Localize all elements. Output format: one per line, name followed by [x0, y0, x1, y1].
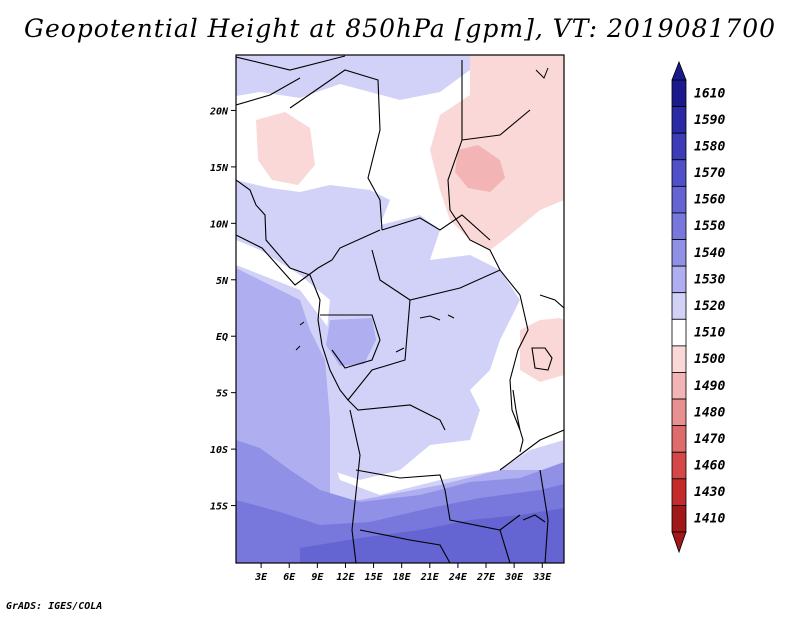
contour-1500-east	[520, 318, 564, 382]
colorbar-label: 1470	[694, 432, 725, 447]
country-borders	[236, 55, 564, 563]
colorbar-label: 1570	[694, 166, 725, 181]
y-axis: 20N 15N 10N 5N EQ 5S 10S 15S	[209, 106, 236, 513]
colorbar-swatch	[671, 318, 687, 347]
colorbar-swatch	[671, 505, 687, 533]
colorbar: 1610 1590 1580 1570 1560 1550 1540 1530 1520 1510…	[671, 60, 725, 554]
x-tick-label: 12E	[336, 572, 355, 583]
y-tick-label: 5N	[216, 276, 229, 287]
contour-1560	[300, 508, 564, 563]
y-tick-label: 15S	[210, 502, 228, 513]
map-title: Geopotential Height at 850hPa [gpm], VT:…	[23, 14, 777, 43]
contour-1500-ne	[430, 55, 564, 250]
y-tick-label: 10N	[210, 219, 229, 230]
colorbar-label: 1500	[694, 352, 725, 367]
colorbar-swatch	[671, 212, 687, 240]
footer-credit: GrADS: IGES/COLA	[6, 601, 103, 612]
y-tick-label: 15N	[210, 163, 229, 174]
contour-1500-nw	[256, 112, 315, 185]
colorbar-label: 1550	[694, 219, 725, 234]
x-tick-label: 21E	[420, 572, 440, 583]
colorbar-label: 1410	[694, 512, 725, 527]
colorbar-swatch	[671, 345, 687, 373]
y-tick-label: 5S	[216, 389, 228, 400]
colorbar-swatch	[671, 478, 687, 506]
colorbar-label: 1580	[694, 139, 725, 154]
y-tick-label: 20N	[209, 106, 229, 117]
x-tick-label: 18E	[393, 572, 412, 583]
x-tick-label: 27E	[476, 572, 496, 583]
y-tick-label: 10S	[210, 445, 228, 456]
x-tick-label: 24E	[448, 572, 468, 583]
x-tick-label: 3E	[254, 572, 268, 583]
x-tick-label: 6E	[283, 572, 296, 583]
contour-1530-gabon	[326, 318, 376, 366]
contour-1490	[455, 145, 505, 192]
x-tick-label: 33E	[532, 572, 552, 583]
x-tick-label: 30E	[504, 572, 524, 583]
x-tick-label: 9E	[311, 572, 324, 583]
colorbar-label: 1520	[694, 299, 725, 314]
colorbar-label: 1590	[694, 113, 725, 128]
colorbar-swatch	[671, 398, 687, 427]
map-frame	[235, 54, 565, 564]
colorbar-swatch	[671, 106, 687, 134]
colorbar-label: 1610	[694, 86, 725, 101]
colorbar-swatch	[671, 159, 687, 187]
colorbar-top-arrow	[671, 60, 687, 81]
colorbar-label: 1480	[694, 405, 725, 420]
contour-1520-west	[236, 180, 520, 480]
colorbar-swatch	[671, 185, 687, 214]
colorbar-swatch	[671, 292, 687, 320]
colorbar-label: 1510	[694, 326, 725, 341]
colorbar-swatch	[671, 425, 687, 453]
x-tick-label: 15E	[365, 572, 384, 583]
colorbar-swatch	[671, 132, 687, 161]
colorbar-label: 1460	[694, 459, 725, 474]
colorbar-label: 1530	[694, 272, 725, 287]
colorbar-label: 1540	[694, 246, 725, 261]
contour-1520-north	[236, 55, 470, 100]
colorbar-label: 1560	[694, 193, 725, 208]
x-axis: 3E 6E 9E 12E 15E 18E 21E 24E 27E 30E 33E	[254, 563, 552, 583]
colorbar-label: 1430	[694, 485, 725, 500]
colorbar-swatch	[671, 239, 687, 267]
rivers	[295, 67, 549, 353]
colorbar-bottom-arrow	[671, 531, 687, 554]
colorbar-swatch	[671, 265, 687, 294]
map-panel	[236, 55, 564, 563]
y-tick-label: EQ	[216, 332, 228, 343]
colorbar-label: 1490	[694, 379, 725, 394]
colorbar-swatch	[671, 372, 687, 400]
colorbar-swatch	[671, 451, 687, 480]
colorbar-swatch	[671, 79, 687, 107]
